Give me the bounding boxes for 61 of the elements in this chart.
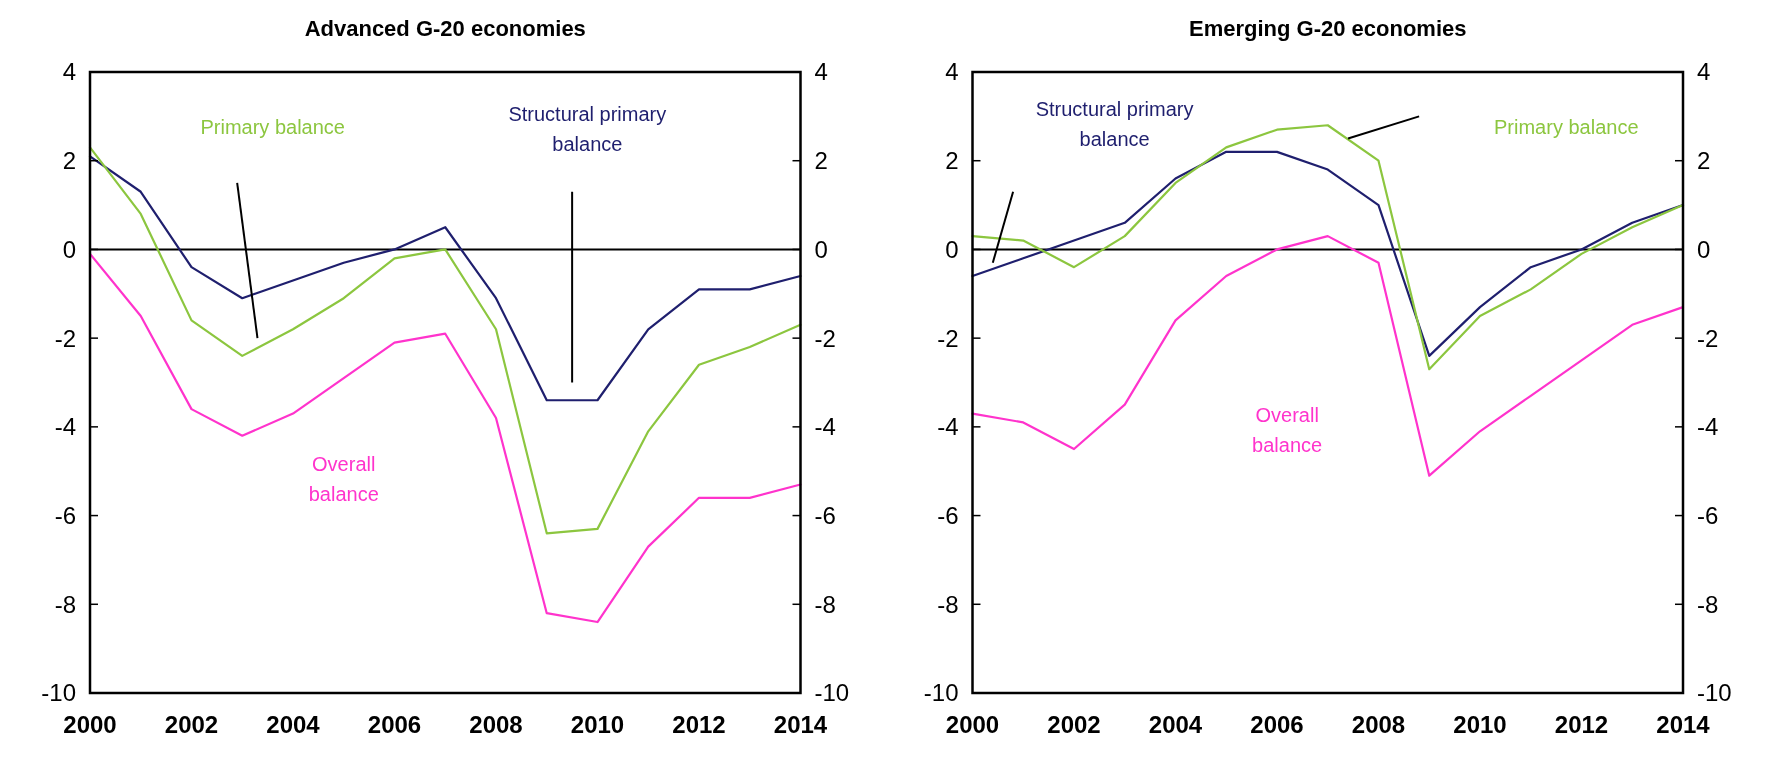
- x-tick-label: 2010: [570, 711, 625, 738]
- line-series: [971, 150, 1685, 357]
- x-tick-label: 2006: [1250, 711, 1304, 738]
- x-tick-label: 2010: [1453, 711, 1507, 738]
- y-tick-label: -4: [937, 413, 959, 441]
- line-series: [88, 252, 802, 624]
- callout: Structural primary balance: [508, 102, 667, 384]
- x-tick-label: 2008: [1351, 711, 1406, 738]
- x-tick-label: 2006: [367, 711, 422, 738]
- y2-tick-label: -10: [814, 679, 850, 707]
- y2-tick-label: 4: [814, 58, 828, 86]
- callout: Primary balance: [1347, 115, 1639, 140]
- x-tick-label: 2012: [1554, 711, 1609, 738]
- x-tick-label: 2014: [1656, 711, 1711, 738]
- x-tick-label: 2012: [672, 711, 726, 738]
- y-tick-label: 0: [945, 235, 959, 263]
- chart-title: Emerging G-20 economies: [1188, 16, 1467, 41]
- x-tick-label: 2000: [945, 711, 1000, 738]
- y2-tick-label: -6: [814, 501, 836, 529]
- x-tick-label: 2004: [266, 711, 321, 738]
- y2-tick-label: -6: [1697, 501, 1719, 529]
- x-tick-label: 2014: [773, 711, 828, 738]
- callout: Structural primary balance: [991, 98, 1194, 264]
- y2-tick-label: -8: [1697, 590, 1719, 618]
- y-tick-label: -2: [54, 324, 76, 352]
- y-tick-label: -10: [923, 679, 959, 707]
- y-tick-label: 4: [62, 58, 76, 86]
- y-tick-label: 2: [62, 147, 76, 175]
- y2-tick-label: 0: [814, 235, 828, 263]
- y2-tick-label: 0: [1697, 235, 1711, 263]
- x-tick-label: 2000: [63, 711, 117, 738]
- text: Overall balance: [308, 453, 379, 506]
- line-series: [971, 235, 1685, 477]
- y-tick-label: -8: [54, 590, 76, 618]
- series-label: Structural primary balance: [1035, 98, 1194, 151]
- y2-tick-label: 4: [1697, 58, 1711, 86]
- text: Overall balance: [1252, 404, 1323, 457]
- y2-tick-label: -2: [814, 324, 836, 352]
- x-tick-label: 2002: [1047, 711, 1101, 738]
- y2-tick-label: -2: [1697, 324, 1719, 352]
- y-tick-label: 2: [945, 147, 959, 175]
- y2-tick-label: -4: [814, 413, 836, 441]
- y-tick-label: 4: [945, 58, 959, 86]
- x-tick-label: 2008: [469, 711, 523, 738]
- y2-tick-label: 2: [814, 147, 828, 175]
- line-series: [88, 155, 802, 402]
- y-tick-label: -6: [54, 501, 76, 529]
- y-tick-label: 0: [62, 235, 76, 263]
- y-tick-label: -10: [41, 679, 76, 707]
- callout: Primary balance: [200, 116, 345, 340]
- y-tick-label: -6: [937, 501, 959, 529]
- y2-tick-label: -10: [1697, 679, 1732, 707]
- y2-tick-label: 2: [1697, 147, 1711, 175]
- y-tick-label: -4: [54, 413, 76, 441]
- y2-tick-label: -8: [814, 590, 836, 618]
- x-tick-label: 2002: [164, 711, 219, 738]
- x-tick-label: 2004: [1148, 711, 1203, 738]
- chart-title: Advanced G-20 economies: [304, 16, 586, 41]
- y2-tick-label: -4: [1697, 413, 1719, 441]
- y-tick-label: -2: [937, 324, 959, 352]
- y-tick-label: -8: [937, 590, 959, 618]
